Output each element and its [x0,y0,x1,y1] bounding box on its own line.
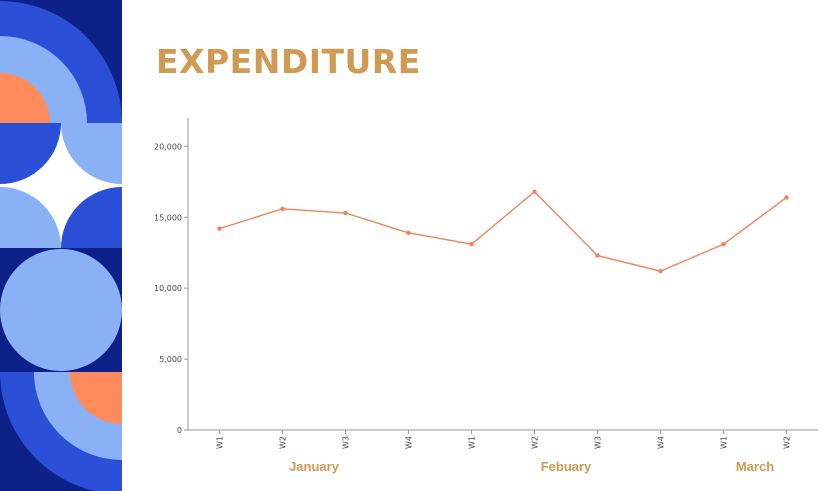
y-tick-label: 0 [177,426,182,435]
y-tick-label: 5,000 [159,355,182,364]
data-point [280,206,285,211]
decorative-pattern [0,0,122,491]
data-point [721,242,726,247]
x-tick-label: W1 [216,436,225,449]
x-tick-label: W2 [531,436,540,449]
data-point [469,242,474,247]
x-tick-label: W1 [468,436,477,449]
month-label: March [736,459,774,474]
data-point [658,268,663,274]
quarter-rings-block [0,0,122,123]
quarter-rings-bottom-block [0,372,122,491]
month-label: Febuary [541,459,592,474]
x-tick-label: W1 [720,436,729,449]
data-point [532,189,537,194]
y-tick-label: 10,000 [154,284,182,293]
month-label: January [289,459,340,474]
data-point [343,210,348,216]
x-tick-label: W4 [657,436,666,449]
expenditure-line-chart: 0 5,000 10,000 15,000 20,000 W1 W2 W3 W4 W1 W2 W3 W4… [154,118,818,474]
y-tick-label: 15,000 [154,213,182,222]
x-tick-label: W3 [594,436,603,449]
y-tick-label: 20,000 [154,142,182,151]
data-point [595,253,600,258]
series-line [219,191,787,272]
quarter-circles-block [0,123,122,248]
circle-block [0,248,122,372]
x-tick-label: W3 [342,436,351,449]
x-tick-label: W2 [279,436,288,449]
page-title: EXPENDITURE [156,42,421,81]
x-tick-label: W4 [405,436,414,449]
data-point [406,230,411,236]
data-point [217,226,222,231]
x-tick-label: W2 [783,436,792,449]
data-point [784,195,789,200]
